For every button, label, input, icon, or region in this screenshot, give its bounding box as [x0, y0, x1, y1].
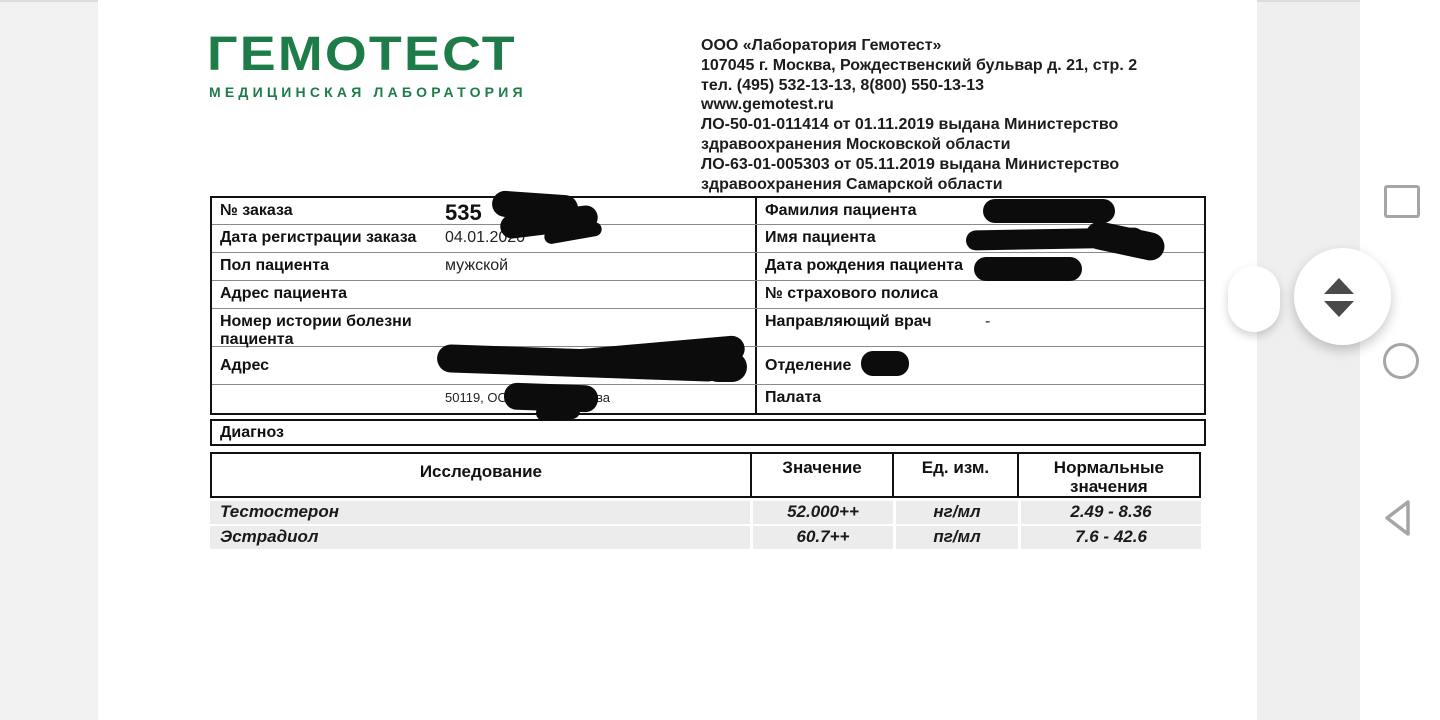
ward-label: Палата [765, 389, 822, 406]
column-header-norm-line2: значения [1070, 477, 1148, 496]
results-header-row: Исследование Значение Ед. изм. Нормальны… [210, 452, 1201, 498]
order-number-label: № заказа [220, 202, 293, 219]
result-name: Эстрадиол [210, 526, 750, 549]
back-button-icon[interactable] [1380, 497, 1418, 539]
table-row: Адрес Отделение [212, 347, 1204, 385]
result-norm: 7.6 - 42.6 [1018, 526, 1201, 549]
left-margin [0, 0, 98, 720]
patient-sex-value: мужской [445, 257, 509, 274]
table-row: № заказа 535 Фамилия пациента [212, 198, 1204, 225]
result-row-testosterone: Тестостерон 52.000++ нг/мл 2.49 - 8.36 [210, 501, 1201, 524]
home-button-icon[interactable] [1383, 343, 1419, 379]
patient-address-label: Адрес пациента [220, 285, 348, 302]
column-header-study: Исследование [419, 462, 542, 481]
scroll-down-icon[interactable] [1324, 301, 1354, 317]
org-line: ООО «Лаборатория Гемотест» [701, 37, 942, 54]
lab-branch-part1: 50119, ОО [445, 390, 508, 405]
insurance-number-label: № страхового полиса [765, 285, 939, 302]
redaction-blob [703, 352, 747, 382]
patient-birthdate-label: Дата рождения пациента [765, 257, 964, 274]
right-margin [1257, 0, 1360, 720]
column-header-unit: Ед. изм. [892, 454, 1017, 496]
lab-address-label: Адрес [220, 357, 270, 374]
scroll-up-icon[interactable] [1324, 278, 1354, 294]
diagnosis-bar: Диагноз [210, 419, 1206, 446]
result-value: 52.000++ [750, 501, 893, 524]
table-row: Адрес пациента № страхового полиса [212, 281, 1204, 309]
org-line: ЛО-50-01-011414 от 01.11.2019 выдана Мин… [701, 116, 1119, 134]
department-label: Отделение [765, 357, 852, 374]
gemotest-logo-subtitle: МЕДИЦИНСКАЯ ЛАБОРАТОРИЯ [209, 84, 527, 100]
order-date-label: Дата регистрации заказа [220, 229, 417, 246]
empty-label [212, 385, 445, 389]
org-line: ЛО-63-01-005303 от 05.11.2019 выдана Мин… [701, 155, 1120, 173]
referring-doctor-label: Направляющий врач [765, 313, 932, 330]
column-header-value: Значение [749, 454, 892, 496]
patient-surname-label: Фамилия пациента [765, 202, 917, 219]
result-norm: 2.49 - 8.36 [1018, 501, 1201, 524]
case-history-label: Номер истории болезни пациента [220, 313, 412, 348]
org-line: тел. (495) 532-13-13, 8(800) 550-13-13 [701, 76, 985, 94]
patient-firstname-label: Имя пациента [765, 229, 876, 246]
column-header-norm: Нормальные значения [1016, 454, 1199, 496]
org-header-block: ООО «Лаборатория Гемотест» 107045 г. Мос… [701, 36, 1201, 194]
redaction-blob [974, 257, 1082, 281]
order-number-value: 535 [445, 200, 482, 225]
redaction-blob [535, 402, 581, 422]
result-unit: пг/мл [893, 526, 1018, 549]
gemotest-logo: ГЕМОТЕСТ [207, 28, 517, 81]
org-line: здравоохранения Московской области [701, 135, 1011, 153]
redaction-blob [983, 199, 1115, 223]
result-name: Тестостерон [210, 501, 750, 524]
referring-doctor-value: - [985, 313, 991, 330]
table-row: 50119, ООМосква Палата [212, 385, 1204, 413]
result-value: 60.7++ [750, 526, 893, 549]
diagnosis-label: Диагноз [220, 424, 284, 441]
org-line: 107045 г. Москва, Рождественский бульвар… [701, 56, 1138, 74]
result-row-estradiol: Эстрадиол 60.7++ пг/мл 7.6 - 42.6 [210, 526, 1201, 549]
scroll-widget-button[interactable] [1294, 248, 1391, 345]
scroll-widget-handle[interactable] [1228, 266, 1280, 332]
results-table: Исследование Значение Ед. изм. Нормальны… [210, 452, 1201, 549]
table-row: Пол пациента мужской Дата рождения пацие… [212, 253, 1204, 281]
recents-button-icon[interactable] [1384, 185, 1420, 218]
org-line: www.gemotest.ru [701, 96, 834, 114]
patient-sex-label: Пол пациента [220, 257, 330, 274]
column-header-norm-line1: Нормальные [1053, 458, 1164, 477]
org-line: здравоохранения Самарской области [701, 175, 1003, 193]
redaction-blob [861, 351, 909, 376]
result-unit: нг/мл [893, 501, 1018, 524]
